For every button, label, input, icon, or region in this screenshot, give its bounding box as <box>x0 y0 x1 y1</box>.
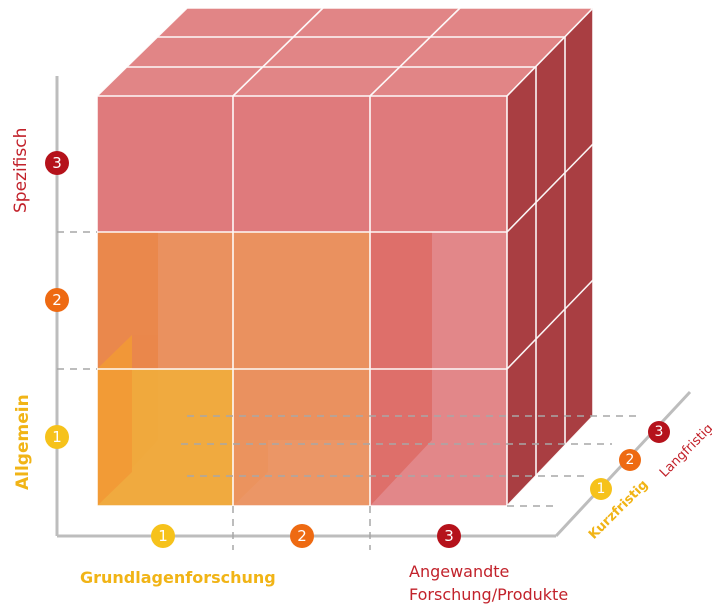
big-cube-side <box>507 8 593 506</box>
big-cube <box>97 8 593 506</box>
big-cube-front-top <box>97 96 507 232</box>
y-badge-1: 1 <box>45 425 69 449</box>
x-badge-3: 3 <box>437 524 461 548</box>
z-badge-2: 2 <box>619 449 641 471</box>
y-badge-3: 3 <box>45 151 69 175</box>
small-block-left <box>97 335 132 506</box>
big-cube-top <box>97 8 593 96</box>
x-badge-1: 1 <box>151 524 175 548</box>
z-badge-3: 3 <box>648 421 670 443</box>
x-axis-label-applied-line2: Forschung/Produkte <box>409 585 569 604</box>
guide-dashes <box>57 231 640 550</box>
x-badge-2: 2 <box>290 524 314 548</box>
y-axis-label-specific: Spezifisch <box>11 127 31 213</box>
x-axis-label-applied-line1: Angewandte <box>409 562 510 581</box>
y-axis-label-general: Allgemein <box>13 394 33 490</box>
z-badge-1: 1 <box>590 478 612 500</box>
y-badge-2: 2 <box>45 288 69 312</box>
x-axis-label-basic: Grundlagenforschung <box>80 568 276 587</box>
